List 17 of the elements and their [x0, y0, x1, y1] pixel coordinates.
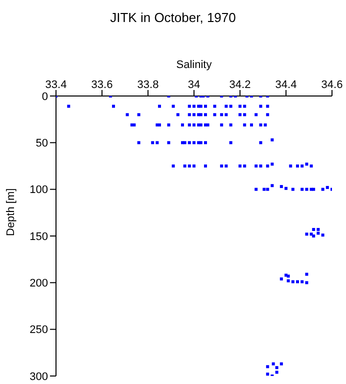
y-tick-label: 0	[42, 90, 48, 103]
y-tick-label: 250	[30, 324, 48, 336]
x-tick-label: 33.4	[45, 79, 67, 91]
x-tick-label: 33.6	[91, 79, 113, 91]
y-tick-label: 200	[30, 278, 48, 290]
y-axis-title: Depth [m]	[4, 188, 17, 236]
x-tick-label: 34.2	[229, 79, 251, 91]
x-tick-label: 34.6	[321, 79, 343, 91]
x-axis-title: Salinity	[176, 58, 212, 71]
x-tick-label: 33.8	[137, 79, 159, 91]
y-tick-label: 150	[30, 230, 48, 243]
x-tick-label: 34	[188, 79, 200, 91]
y-tick-label: 300	[30, 370, 48, 383]
x-tick-label: 34.4	[275, 79, 297, 91]
y-tick-label: 50	[36, 138, 48, 150]
chart-title: JITK in October, 1970	[109, 9, 237, 27]
y-tick-label: 100	[30, 184, 48, 196]
